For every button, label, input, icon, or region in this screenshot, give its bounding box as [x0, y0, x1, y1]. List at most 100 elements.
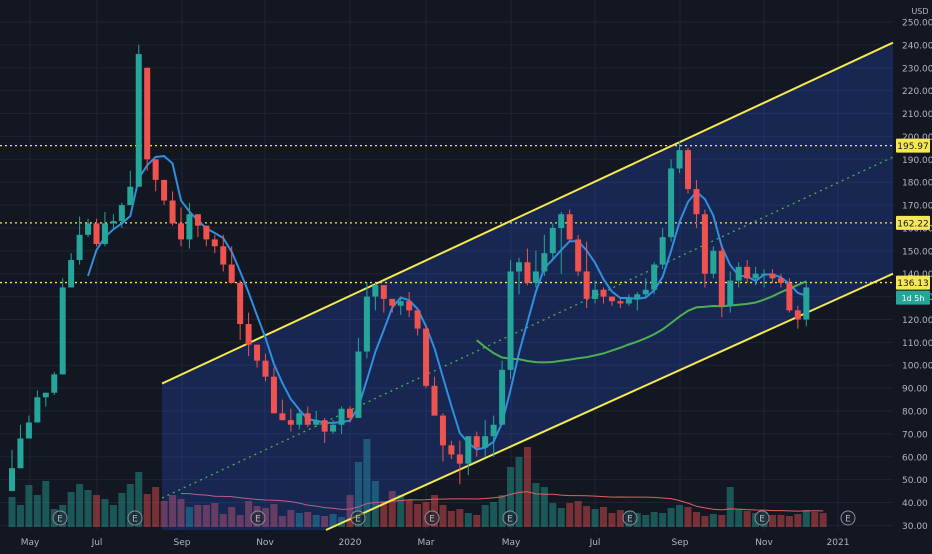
- candle-body: [769, 273, 776, 279]
- candle-body: [68, 259, 75, 288]
- volume-bar: [523, 447, 531, 527]
- price-tick-label: 120.00: [902, 316, 932, 326]
- candle-body: [566, 214, 573, 240]
- earnings-marker-label: E: [255, 515, 261, 525]
- channel-upper-line: [161, 41, 894, 385]
- candle-body: [76, 234, 83, 260]
- candle-body: [237, 282, 244, 325]
- candle-body: [135, 54, 142, 187]
- candle-body: [279, 413, 286, 421]
- volume-bar: [84, 490, 92, 527]
- time-axis-bg: [0, 531, 894, 551]
- price-level-tag-label: 162.22: [897, 219, 929, 229]
- interval-tag-label: 1d 5h: [902, 294, 925, 303]
- candle-body: [592, 289, 599, 299]
- candle-body: [17, 438, 24, 469]
- candle-body: [406, 301, 413, 311]
- candle-body: [203, 225, 210, 240]
- candle-body: [254, 344, 261, 361]
- price-tick-label: 90.00: [902, 385, 928, 395]
- long-moving-average-line: [476, 280, 807, 364]
- channel-median-line: [161, 156, 894, 499]
- earnings-marker: [52, 510, 68, 526]
- volume-bar: [101, 499, 109, 527]
- time-tick-label: Mar: [418, 538, 435, 548]
- volume-bar: [262, 508, 269, 527]
- volume-bar: [236, 515, 244, 527]
- volume-bar: [616, 510, 624, 527]
- candle-body: [659, 237, 666, 265]
- price-level-tag-label: 195.97: [897, 142, 929, 152]
- price-tick-label: 100.00: [902, 362, 932, 372]
- time-tick-label: Nov: [755, 538, 773, 548]
- candle-body: [347, 408, 353, 418]
- price-tick-label: 190.00: [902, 156, 932, 166]
- volume-bar: [549, 503, 557, 527]
- candle-body: [9, 468, 15, 492]
- price-tick-label: 40.00: [902, 499, 928, 509]
- horizontal-levels: [0, 144, 893, 284]
- candle-body: [211, 239, 218, 247]
- volume-bar: [642, 515, 650, 527]
- earnings-marker: [754, 510, 770, 526]
- price-tick-label: 230.00: [902, 64, 932, 74]
- volume-bar: [194, 505, 202, 527]
- candle-body: [524, 262, 531, 283]
- candle-body: [304, 413, 311, 425]
- candle-body: [499, 369, 506, 425]
- price-tick-label: 50.00: [902, 476, 928, 486]
- candle-body: [575, 239, 582, 272]
- volume-bar: [278, 516, 286, 527]
- volume-bar: [160, 501, 168, 527]
- candle-body: [465, 436, 472, 464]
- price-level-tag: [896, 275, 930, 290]
- candle-body: [558, 214, 565, 228]
- volume-bar: [135, 472, 143, 527]
- candle-body: [186, 214, 193, 240]
- volume-bar: [287, 510, 295, 527]
- volume-bar: [701, 516, 709, 527]
- earnings-marker-label: E: [132, 515, 138, 525]
- candle-body: [397, 301, 404, 306]
- volume-bar: [118, 493, 126, 527]
- volume-bar: [8, 497, 16, 527]
- candle-body: [482, 436, 489, 448]
- earnings-marker-label: E: [845, 515, 851, 525]
- candle-body: [744, 266, 751, 279]
- candle-body: [25, 422, 32, 439]
- price-tick-label: 60.00: [902, 453, 928, 463]
- earnings-marker-label: E: [355, 515, 361, 525]
- candle-body: [110, 221, 117, 224]
- candle-body: [642, 289, 649, 295]
- earnings-marker: [622, 510, 638, 526]
- volume-bar: [346, 495, 354, 527]
- price-tick-label: 140.00: [902, 270, 932, 280]
- time-tick-label: Nov: [256, 538, 274, 548]
- volume-bar: [574, 501, 582, 527]
- candle-body: [668, 168, 675, 238]
- volume-bar: [456, 509, 464, 527]
- volume-bar: [447, 511, 455, 527]
- price-axis: 30.00 40.00 50.00 60.00 70.00 80.00 90.00 100.0…: [894, 0, 932, 550]
- volume-bar: [169, 495, 177, 527]
- candle-body: [583, 271, 590, 299]
- candle-body: [516, 262, 522, 272]
- volume-bar: [211, 503, 219, 527]
- volume-bar: [659, 513, 667, 527]
- candle-body: [42, 392, 49, 398]
- volume-bar: [794, 514, 802, 527]
- volume-bar: [692, 512, 700, 527]
- candle-body: [228, 264, 235, 283]
- volume-bar: [735, 509, 743, 527]
- time-tick-label: Sep: [174, 538, 191, 548]
- price-tick-label: 240.00: [902, 41, 932, 51]
- candle-body: [777, 278, 784, 283]
- volume-bar: [109, 505, 117, 527]
- volume-bar: [33, 495, 41, 527]
- volume-bar: [490, 502, 498, 527]
- candle-body: [600, 289, 607, 297]
- candle-body: [625, 298, 632, 304]
